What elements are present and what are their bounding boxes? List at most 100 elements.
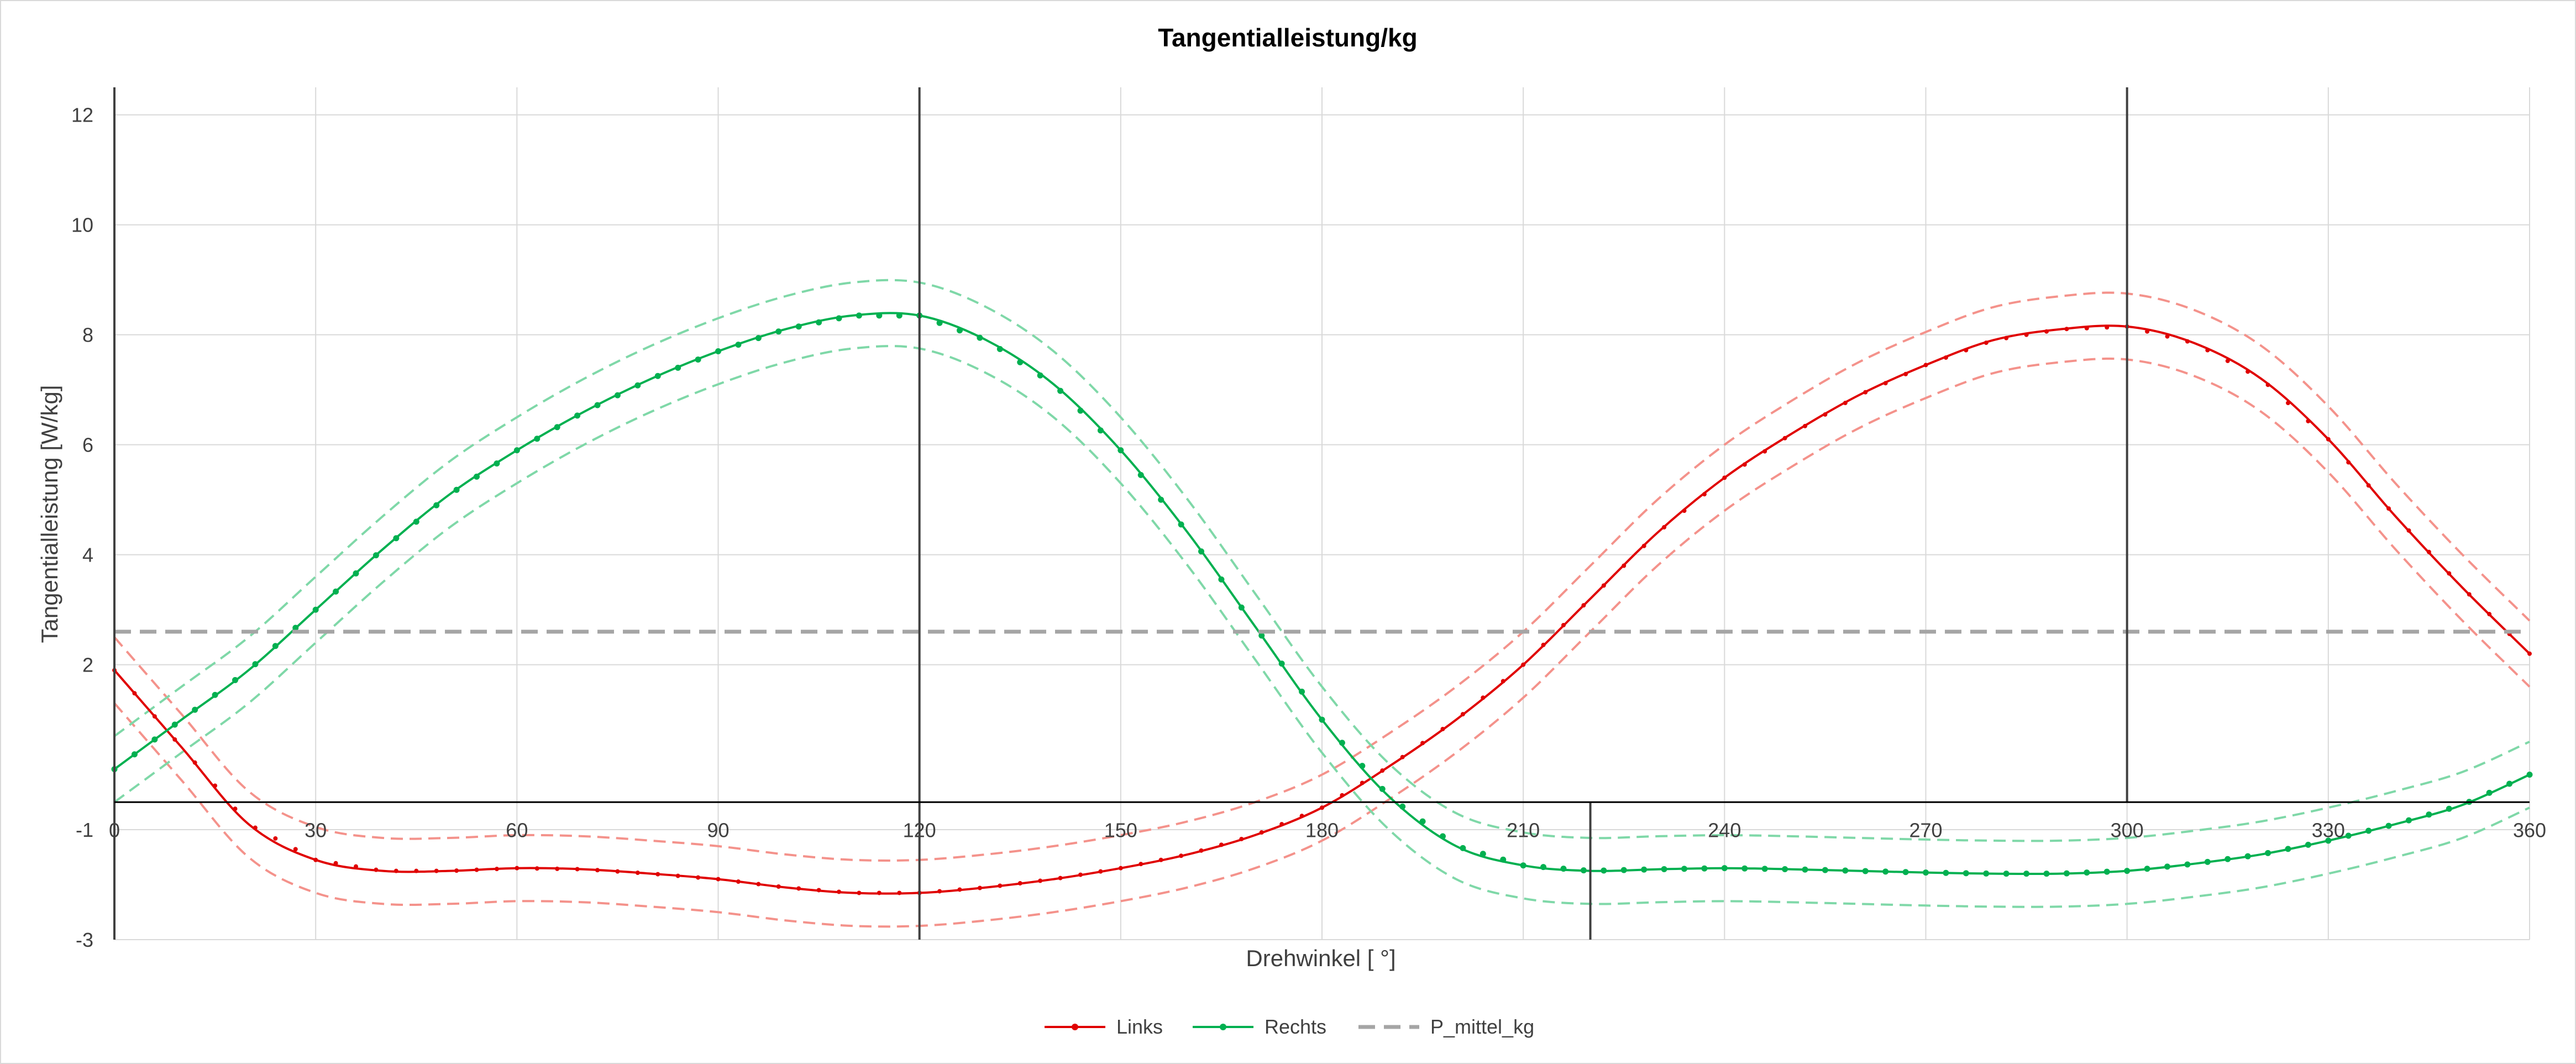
data-point-rechts (1943, 869, 1949, 876)
data-point-links (1883, 381, 1888, 386)
data-point-rechts (1520, 862, 1526, 869)
data-point-links (957, 887, 962, 892)
data-point-links (675, 873, 680, 878)
data-point-rechts (171, 721, 178, 728)
data-point-rechts (1761, 866, 1768, 872)
legend-marker-links (1072, 1024, 1078, 1030)
data-point-links (2265, 382, 2270, 387)
data-point-rechts (1379, 785, 1386, 792)
data-point-links (394, 868, 398, 873)
data-point-links (273, 836, 278, 841)
data-point-links (192, 760, 197, 765)
data-point-rechts (1238, 604, 1245, 611)
data-point-links (615, 869, 620, 874)
data-point-rechts (614, 392, 621, 399)
x-tick-label: 90 (707, 819, 729, 841)
data-point-links (977, 885, 982, 890)
data-point-links (1722, 475, 1727, 480)
data-point-links (172, 737, 177, 742)
data-point-rechts (212, 691, 218, 698)
data-point-links (2487, 612, 2492, 617)
data-point-links (2447, 571, 2452, 576)
data-point-links (1601, 583, 1606, 588)
x-tick-label: 150 (1104, 819, 1137, 841)
data-point-rechts (816, 319, 822, 326)
data-point-rechts (2184, 861, 2191, 868)
data-point-links (1662, 525, 1667, 530)
data-point-rechts (1097, 427, 1104, 434)
data-point-links (1360, 780, 1365, 785)
data-point-rechts (1077, 407, 1084, 414)
data-point-links (1702, 492, 1707, 497)
data-point-rechts (1721, 865, 1728, 872)
data-point-rechts (1782, 866, 1788, 872)
data-point-links (2326, 437, 2331, 442)
data-point-rechts (151, 736, 158, 743)
data-point-rechts (1399, 803, 1406, 810)
data-point-rechts (795, 323, 802, 330)
data-point-links (1923, 363, 1928, 368)
data-point-links (152, 714, 157, 719)
data-point-rechts (2063, 870, 2070, 877)
data-point-links (2205, 348, 2210, 353)
data-point-rechts (1902, 869, 1909, 876)
data-point-links (414, 868, 419, 873)
data-point-rechts (977, 334, 983, 341)
data-point-links (253, 825, 258, 830)
data-point-rechts (2345, 832, 2352, 839)
data-point-links (333, 861, 338, 866)
data-point-rechts (1540, 864, 1547, 871)
data-point-links (213, 783, 218, 788)
data-point-rechts (896, 312, 903, 319)
y-tick-label: 6 (82, 434, 93, 457)
data-point-rechts (192, 706, 198, 713)
data-point-rechts (1198, 548, 1204, 555)
x-tick-label: 240 (1708, 819, 1741, 841)
data-point-links (354, 864, 358, 869)
data-point-links (1823, 412, 1828, 417)
confidence-bands (113, 279, 2531, 928)
y-tick-label: 12 (71, 104, 93, 127)
data-point-rechts (453, 486, 460, 493)
data-point-rechts (131, 751, 138, 758)
data-point-rechts (2406, 817, 2412, 824)
data-point-links (1622, 563, 1627, 568)
band-lower-rechts (113, 345, 2530, 908)
data-point-links (1762, 449, 1767, 454)
data-point-rechts (1419, 818, 1426, 825)
data-point-rechts (393, 535, 400, 542)
data-point-links (1259, 830, 1264, 835)
data-point-links (1863, 390, 1868, 395)
band-upper-links (113, 291, 2531, 862)
data-point-rechts (856, 312, 862, 319)
data-point-rechts (1178, 521, 1184, 528)
data-point-rechts (1601, 867, 1607, 874)
data-point-links (998, 883, 1003, 888)
data-point-links (1541, 642, 1546, 647)
data-point-rechts (1963, 870, 1969, 877)
data-point-links (1279, 822, 1284, 827)
data-point-rechts (353, 570, 359, 576)
data-point-rechts (1118, 447, 1124, 454)
data-point-rechts (1137, 471, 1144, 478)
data-point-links (1561, 622, 1566, 627)
data-point-links (2406, 528, 2411, 533)
data-point-rechts (373, 552, 379, 559)
data-point-rechts (413, 518, 419, 525)
data-point-links (1239, 836, 1244, 841)
data-point-rechts (2325, 837, 2332, 844)
series-markers-links (112, 324, 2532, 895)
x-tick-label: 300 (2111, 819, 2144, 841)
data-point-links (1320, 805, 1324, 810)
data-point-links (1803, 423, 1807, 428)
data-point-links (2225, 358, 2230, 363)
data-point-rechts (1882, 868, 1889, 875)
data-point-links (1742, 462, 1747, 467)
data-point-rechts (2365, 827, 2372, 834)
data-point-links (534, 866, 539, 871)
data-point-rechts (1741, 865, 1748, 872)
data-point-rechts (755, 335, 762, 342)
x-tick-label: 180 (1305, 819, 1339, 841)
data-point-rechts (2144, 866, 2150, 872)
data-point-links (1199, 848, 1204, 853)
